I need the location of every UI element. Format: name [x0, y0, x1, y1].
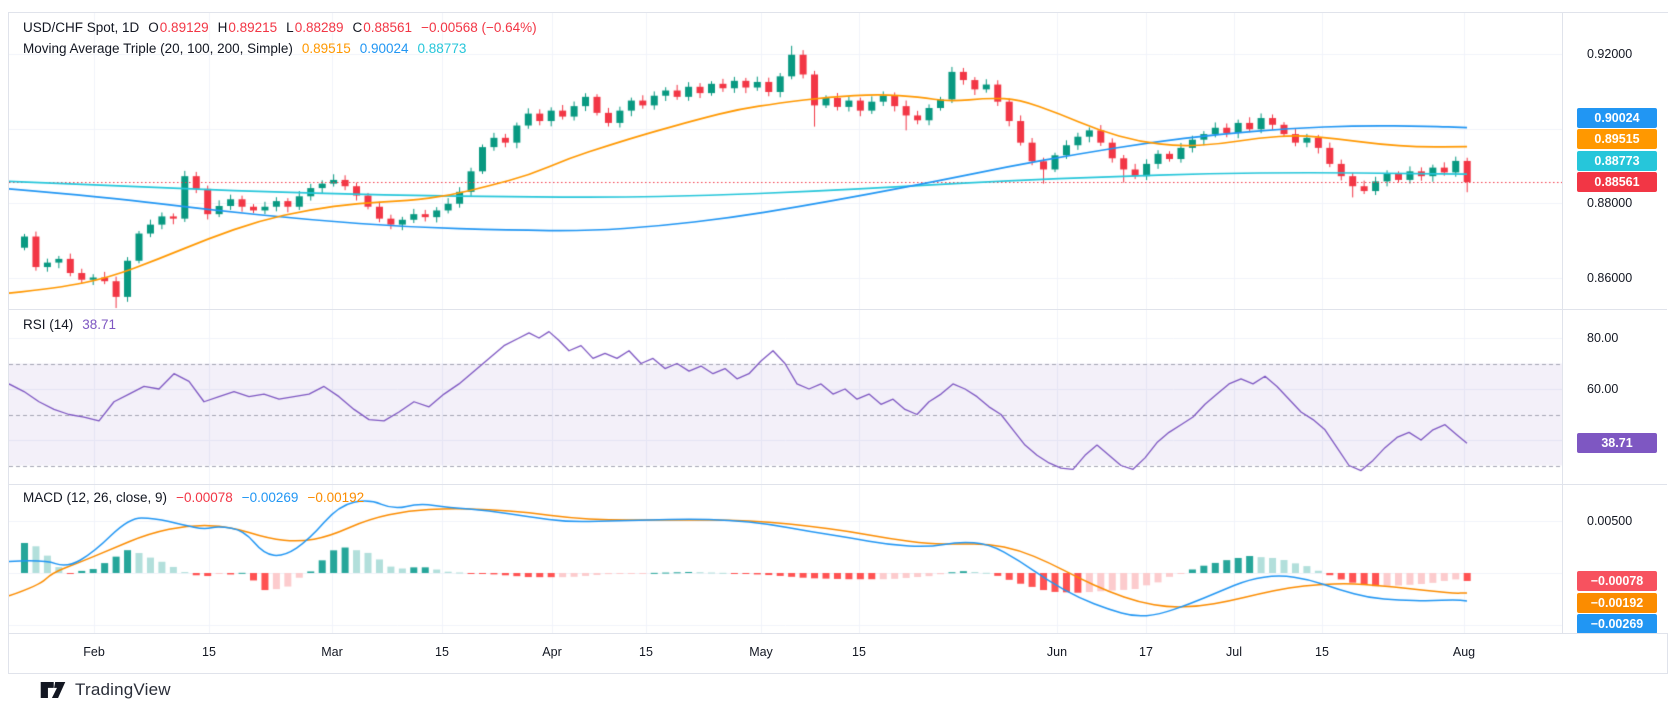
axis-tick-label: 0.88000: [1587, 196, 1633, 210]
macd-badge: −0.00078: [1577, 571, 1657, 592]
price-axis[interactable]: 0.92000 0.88000 0.86000 80.00 60.00 0.00500 0.…: [1562, 13, 1668, 635]
ohlc-values: O0.89129 H0.89215 L0.88289 C0.88561: [139, 20, 412, 35]
macd-value: −0.00269: [241, 490, 299, 505]
ma-indicator-label[interactable]: Moving Average Triple (20, 100, 200, Sim…: [23, 41, 293, 56]
symbol-title[interactable]: USD/CHF Spot, 1D: [23, 20, 140, 35]
rsi-value: 38.71: [82, 317, 117, 332]
axis-tick-label: 0.92000: [1587, 47, 1633, 61]
pane-separator[interactable]: [9, 309, 1667, 310]
time-axis-label: 15: [435, 645, 449, 659]
rsi-indicator-label[interactable]: RSI (14): [23, 317, 74, 332]
time-axis-label: May: [749, 645, 773, 659]
chart-canvas[interactable]: [9, 13, 1562, 633]
axis-tick-label: 80.00: [1587, 331, 1619, 345]
time-axis-label: 15: [1315, 645, 1329, 659]
chart-widget: USD/CHF Spot, 1D O0.89129 H0.89215 L0.88289…: [8, 12, 1668, 674]
time-axis-label: Feb: [83, 645, 105, 659]
macd-legend[interactable]: MACD (12, 26, close, 9) −0.00078 −0.00269−…: [23, 490, 364, 505]
symbol-legend[interactable]: USD/CHF Spot, 1D O0.89129 H0.89215 L0.88289…: [23, 20, 537, 35]
pane-separator[interactable]: [9, 484, 1667, 485]
macd-badge: −0.00269: [1577, 614, 1657, 635]
axis-tick-label: 0.00500: [1587, 514, 1633, 528]
rsi-legend[interactable]: RSI (14) 38.71: [23, 317, 116, 332]
price-badge: 0.88561: [1577, 172, 1657, 193]
time-axis-border: [9, 633, 1667, 634]
ohlc-letter: L: [286, 20, 294, 35]
time-axis-label: 15: [639, 645, 653, 659]
ma-value: 0.88773: [417, 41, 467, 56]
time-axis-label: Jun: [1046, 645, 1068, 659]
ma-value: 0.89515: [301, 41, 351, 56]
time-axis-label: Jul: [1226, 645, 1242, 659]
ma-values: 0.89515 0.90024 0.88773: [293, 41, 466, 56]
ohlc-letter: O: [148, 20, 159, 35]
price-badge: 0.89515: [1577, 129, 1657, 150]
ohlc-letter: C: [352, 20, 363, 35]
rsi-badge: 38.71: [1577, 433, 1657, 454]
time-axis-label: Aug: [1452, 645, 1476, 659]
ohlc-value: 0.88289: [294, 20, 344, 35]
price-badge: 0.88773: [1577, 150, 1657, 171]
tradingview-attribution[interactable]: TradingView: [40, 679, 171, 701]
price-badge: 0.90024: [1577, 107, 1657, 128]
time-axis-label: Mar: [321, 645, 343, 659]
ohlc-value: 0.88561: [363, 20, 413, 35]
macd-value: −0.00078: [176, 490, 233, 505]
macd-indicator-label[interactable]: MACD (12, 26, close, 9): [23, 490, 168, 505]
ohlc-letter: H: [217, 20, 228, 35]
time-axis-label: Apr: [542, 645, 562, 659]
axis-tick-label: 60.00: [1587, 382, 1619, 396]
ma-legend[interactable]: Moving Average Triple (20, 100, 200, Sim…: [23, 41, 466, 56]
time-axis[interactable]: Feb 15 Mar 15 Apr 15 May 15 Jun 17 Jul 15 Aug: [9, 634, 1562, 673]
change-value: −0.00568 (−0.64%): [421, 20, 537, 35]
time-axis-label: 15: [202, 645, 216, 659]
axis-tick-label: 0.86000: [1587, 270, 1633, 285]
ohlc-value: 0.89215: [228, 20, 278, 35]
tradingview-logo-icon: [40, 682, 66, 698]
tradingview-attribution-text: TradingView: [75, 680, 171, 699]
ma-value: 0.90024: [359, 41, 409, 56]
time-axis-label: 17: [1139, 645, 1153, 659]
ohlc-value: 0.89129: [159, 20, 209, 35]
macd-value: −0.00192: [307, 490, 365, 505]
macd-badge: −0.00192: [1577, 592, 1657, 613]
macd-values: −0.00078 −0.00269 −0.00192: [167, 490, 364, 505]
time-axis-label: 15: [852, 645, 866, 659]
